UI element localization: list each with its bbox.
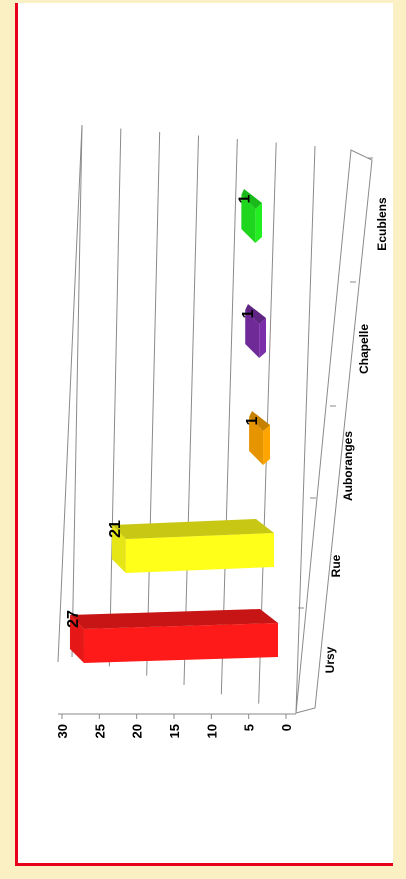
gridline <box>183 135 199 686</box>
bar-data-label: 27 <box>65 610 82 628</box>
value-axis-tick-label: 10 <box>204 724 219 738</box>
bar-front-face <box>125 533 274 573</box>
value-axis-tick-label: 0 <box>279 724 294 731</box>
category-label: Auboranges <box>341 431 355 501</box>
bar-top-face <box>249 411 270 431</box>
bar-end-face <box>241 195 256 243</box>
value-axis-tick-label: 30 <box>55 724 70 738</box>
bar-top-face <box>241 189 262 209</box>
value-axis-tick-label: 15 <box>167 724 182 738</box>
value-axis-tick-label: 25 <box>92 724 107 738</box>
bar-top-face <box>111 519 274 539</box>
bar-front-face <box>259 318 266 358</box>
floor <box>295 149 373 714</box>
gridline <box>71 124 83 658</box>
gridline <box>220 138 238 695</box>
category-label: Rue <box>329 554 343 577</box>
bar-top-face <box>245 304 266 324</box>
category-label: Ursy <box>323 646 337 673</box>
category-label: Ecublens <box>375 197 389 251</box>
bar-data-label: 1 <box>236 194 253 203</box>
bar-data-label: 21 <box>107 520 124 538</box>
gridline <box>295 145 316 714</box>
bar-end-face <box>111 525 126 573</box>
wall-edge <box>57 124 83 663</box>
gridline <box>108 128 122 667</box>
bar-end-face <box>245 310 260 358</box>
gridline <box>146 131 161 676</box>
bar-top-face <box>69 609 279 629</box>
value-axis-tick-label: 5 <box>242 724 257 731</box>
bar-data-label: 1 <box>244 416 261 425</box>
bar-data-label: 1 <box>240 309 257 318</box>
chart-panel <box>15 3 393 866</box>
bar-end-face <box>69 615 84 663</box>
bar-front-face <box>255 203 262 243</box>
bar-end-face <box>249 417 264 465</box>
category-label: Chapelle <box>357 324 371 374</box>
bar-front-face <box>83 623 279 663</box>
value-axis-tick-label: 20 <box>130 724 145 738</box>
bar-front-face <box>263 425 270 465</box>
